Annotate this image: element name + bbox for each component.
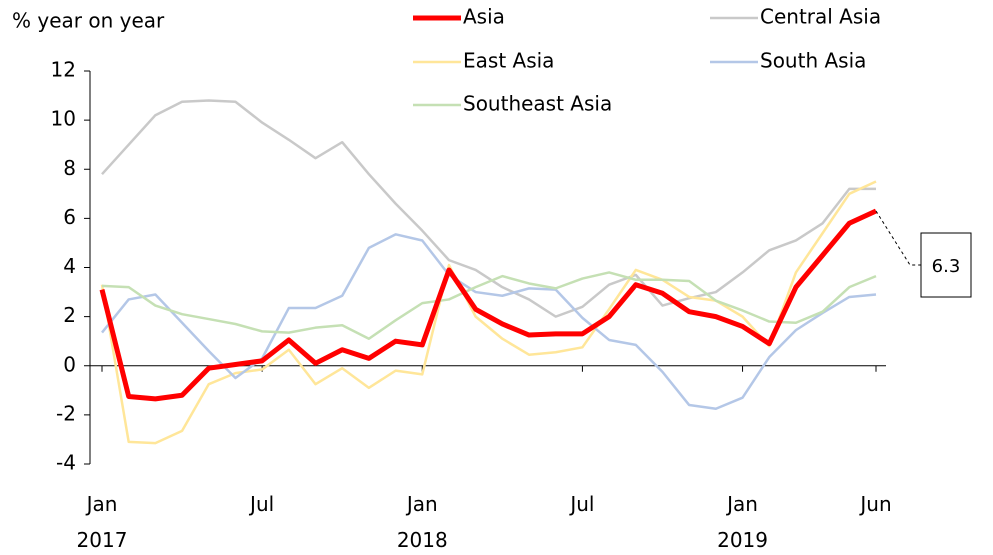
y-tick-label: 4 bbox=[63, 254, 76, 278]
callout-leader bbox=[875, 210, 921, 266]
y-axis-label: % year on year bbox=[12, 9, 165, 33]
callout-box bbox=[920, 232, 972, 298]
series-line bbox=[101, 99, 876, 318]
y-tick-label: 8 bbox=[63, 156, 76, 180]
series-line bbox=[101, 271, 877, 340]
x-tick-label: Jul bbox=[570, 492, 595, 516]
series-line bbox=[99, 208, 878, 402]
y-tick-label: 0 bbox=[63, 352, 76, 376]
y-tick-label: 6 bbox=[63, 205, 76, 229]
series-line bbox=[101, 233, 877, 410]
legend-label: Asia bbox=[463, 5, 505, 29]
x-tick-label: Jan 2018 bbox=[396, 492, 448, 552]
series-line bbox=[100, 180, 877, 445]
legend-label: Southeast Asia bbox=[463, 92, 612, 116]
y-tick-label: 2 bbox=[63, 303, 76, 327]
x-tick-label: Jan 2017 bbox=[76, 492, 128, 552]
y-tick-label: -4 bbox=[56, 451, 76, 475]
y-tick-label: 12 bbox=[51, 58, 76, 82]
x-tick-label: Jan 2019 bbox=[717, 492, 768, 552]
y-tick-label: -2 bbox=[56, 401, 76, 425]
legend-label: East Asia bbox=[463, 49, 554, 73]
y-tick-label: 10 bbox=[51, 107, 76, 131]
x-tick-label: Jul bbox=[250, 492, 275, 516]
legend-label: South Asia bbox=[760, 49, 866, 73]
x-tick-label: Jun bbox=[860, 492, 892, 516]
legend-label: Central Asia bbox=[760, 5, 881, 29]
data-label: 6.3 bbox=[932, 256, 961, 277]
